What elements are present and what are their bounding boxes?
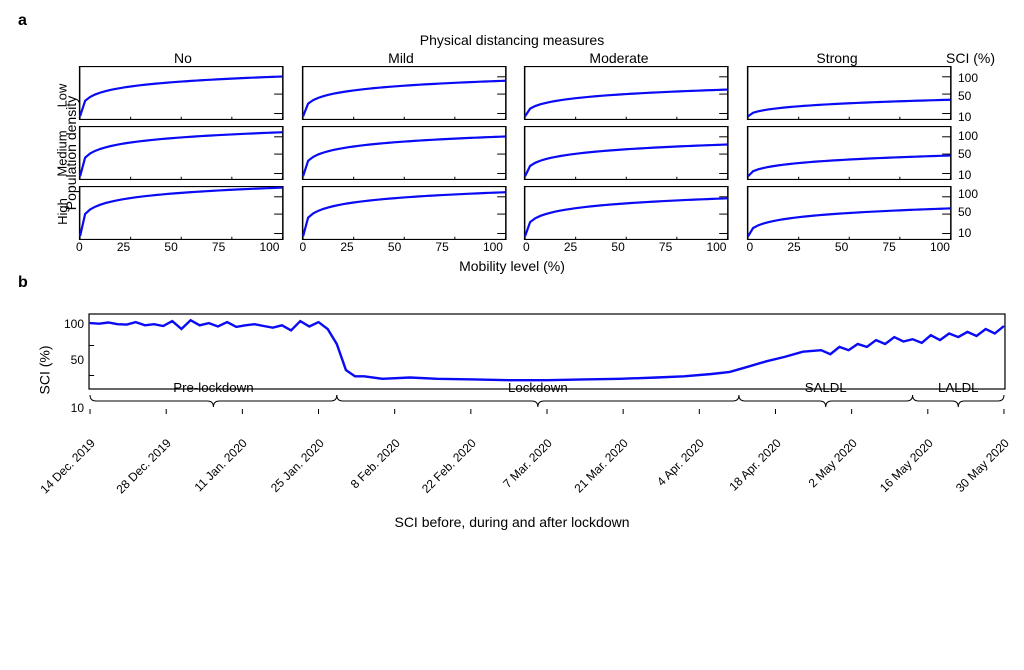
xtick-label: 16 May 2020	[877, 436, 936, 495]
chart-cell	[523, 186, 730, 240]
xtick-label: 50	[164, 240, 177, 254]
xtick-label: 0	[76, 240, 83, 254]
xtick-label: 14 Dec. 2019	[38, 436, 98, 496]
figure-b: b SCI (%) 10 50 100 Pre-lockdown Lockdown SA…	[18, 274, 1006, 530]
b-xticks: 14 Dec. 201928 Dec. 201911 Jan. 202025 J…	[88, 430, 1002, 510]
chart-cell	[746, 186, 953, 240]
xtick-label: 100	[706, 240, 726, 254]
col-headers: NoMildModerateStrong	[74, 50, 946, 66]
col-header: Mild	[292, 50, 510, 66]
ytick-label: 100	[958, 72, 978, 84]
small-multiples-grid	[78, 66, 952, 240]
svg-text:Lockdown: Lockdown	[508, 380, 568, 395]
ytick-labels: 10 50 100 10 50 100 10 50 100	[956, 66, 1006, 240]
ytick-label: 10	[958, 227, 971, 239]
xtick-label: 75	[435, 240, 448, 254]
xtick-label: 28 Dec. 2019	[114, 436, 174, 496]
xtick-label: 75	[659, 240, 672, 254]
col-header: Strong	[728, 50, 946, 66]
figure-a: a Physical distancing measures NoMildMod…	[18, 12, 1006, 274]
figure-b-ylabel: SCI (%)	[36, 346, 52, 395]
xtick-label: 25 Jan. 2020	[267, 436, 326, 495]
chart-cell	[301, 126, 508, 180]
figure-b-xtitle: SCI before, during and after lockdown	[18, 514, 1006, 530]
svg-text:Pre-lockdown: Pre-lockdown	[173, 380, 253, 395]
chart-cell	[78, 66, 285, 120]
ytick-label: 50	[958, 206, 971, 218]
chart-cell	[301, 66, 508, 120]
xtick-label: 50	[388, 240, 401, 254]
ytick-label: 100	[958, 130, 978, 142]
figure-a-top-title: Physical distancing measures	[78, 32, 946, 48]
svg-text:LALDL: LALDL	[938, 380, 979, 395]
figure-a-xlabel: Mobility level (%)	[78, 258, 946, 274]
xtick-label: 0	[523, 240, 530, 254]
sci-header: SCI (%)	[946, 50, 1006, 66]
ytick-label: 10	[71, 402, 84, 414]
xtick-label: 50	[611, 240, 624, 254]
xtick-label: 11 Jan. 2020	[192, 436, 250, 494]
xtick-label: 8 Feb. 2020	[347, 436, 402, 491]
chart-cell	[78, 186, 285, 240]
xtick-label: 18 Apr. 2020	[726, 436, 784, 494]
timeseries-chart: Pre-lockdown Lockdown SALDL LALDL	[88, 310, 1006, 430]
panel-b-label: b	[18, 274, 28, 291]
ytick-label: 50	[958, 90, 971, 102]
xtick-label: 2 May 2020	[805, 436, 859, 490]
xtick-label: 75	[212, 240, 225, 254]
xtick-label: 21 Mar. 2020	[572, 436, 631, 495]
xtick-label: 30 May 2020	[953, 436, 1012, 495]
x-tick-row: 0 25 50 75 100 0 25 50 75 100 0 25 50 75 100 0 25 50 75 100	[74, 240, 952, 254]
b-yticks: 10 50 100	[54, 310, 88, 430]
svg-text:SALDL: SALDL	[805, 380, 847, 395]
ytick-label: 50	[71, 354, 84, 366]
chart-cell	[746, 66, 953, 120]
xtick-label: 0	[300, 240, 307, 254]
ytick-label: 100	[64, 318, 84, 330]
xtick-label: 25	[117, 240, 130, 254]
ytick-label: 50	[958, 148, 971, 160]
xtick-label: 0	[747, 240, 754, 254]
xtick-label: 50	[835, 240, 848, 254]
chart-cell	[301, 186, 508, 240]
chart-cell	[523, 66, 730, 120]
row-label: High	[55, 198, 70, 225]
chart-cell	[78, 126, 285, 180]
xtick-label: 100	[259, 240, 279, 254]
ytick-label: 10	[958, 111, 971, 123]
row-label: Low	[54, 83, 69, 107]
xtick-label: 25	[340, 240, 353, 254]
xtick-label: 25	[787, 240, 800, 254]
xtick-label: 100	[930, 240, 950, 254]
xtick-label: 75	[882, 240, 895, 254]
xtick-label: 7 Mar. 2020	[500, 436, 555, 491]
xtick-label: 100	[483, 240, 503, 254]
chart-cell	[523, 126, 730, 180]
col-header: No	[74, 50, 292, 66]
xtick-label: 4 Apr. 2020	[654, 436, 707, 489]
ytick-label: 100	[958, 188, 978, 200]
row-label: Medium	[55, 130, 70, 176]
chart-cell	[746, 126, 953, 180]
ytick-label: 10	[958, 169, 971, 181]
xtick-label: 25	[564, 240, 577, 254]
xtick-label: 22 Feb. 2020	[419, 436, 479, 496]
col-header: Moderate	[510, 50, 728, 66]
panel-a-label: a	[18, 12, 27, 29]
